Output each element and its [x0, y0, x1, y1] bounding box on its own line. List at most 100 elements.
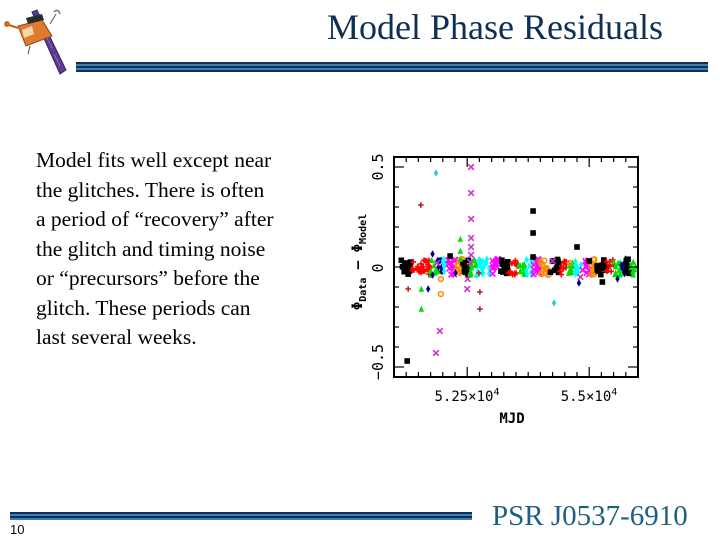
data-point: [446, 265, 453, 272]
data-point: [468, 269, 474, 276]
data-point: [619, 261, 624, 269]
slide-title: Model Phase Residuals: [327, 7, 663, 47]
x-tick-label: 5.25×104: [434, 387, 499, 405]
y-tick-label: −0.5: [369, 344, 387, 380]
data-point: [463, 285, 471, 293]
data-point: [625, 263, 631, 269]
data-point: [414, 265, 421, 272]
data-point: [404, 358, 410, 364]
data-point: [525, 270, 530, 279]
data-point: [477, 306, 483, 312]
data-point: [630, 271, 636, 278]
data-point: [615, 275, 620, 283]
data-point: [594, 263, 600, 269]
data-point: [447, 253, 453, 259]
footer-divider: [10, 512, 472, 520]
data-point: [576, 279, 582, 287]
data-point: [410, 259, 417, 265]
body-line: a period of “recovery” after: [36, 207, 274, 231]
data-point: [472, 262, 479, 269]
data-point: [467, 189, 475, 197]
body-line: or “precursors” before the: [36, 266, 260, 290]
data-point: [558, 263, 565, 269]
data-point: [630, 258, 637, 265]
data-point: [436, 327, 444, 335]
data-point: [558, 271, 565, 278]
y-tick-label: 0: [369, 263, 387, 272]
header-divider: [76, 62, 708, 72]
data-point: [484, 258, 489, 267]
data-point: [466, 258, 474, 266]
data-point: [561, 260, 567, 266]
data-point: [405, 271, 411, 277]
data-point: [480, 257, 485, 266]
data-point: [457, 255, 464, 262]
data-point: [418, 202, 424, 208]
data-point: [566, 261, 573, 268]
data-point: [603, 258, 610, 265]
data-point: [557, 268, 564, 275]
body-line: the glitch and timing noise: [36, 236, 266, 261]
data-point: [628, 261, 634, 268]
data-point: [418, 305, 425, 312]
data-point: [430, 271, 435, 279]
data-point: [577, 273, 584, 281]
data-point: [467, 251, 475, 259]
data-point: [512, 260, 519, 267]
data-point: [440, 258, 446, 267]
data-point: [489, 270, 497, 278]
data-point: [578, 260, 584, 269]
data-point: [453, 269, 458, 277]
data-point: [464, 275, 472, 283]
data-point: [560, 266, 567, 272]
data-point: [602, 261, 608, 268]
residuals-scatter-plot: 0.5 0 −0.5 ΦData — ΦModel 5.25×104 5.5×1…: [350, 153, 639, 427]
page-number: 10: [10, 522, 25, 537]
body-line: the glitches. There is often: [36, 177, 265, 202]
data-point: [433, 169, 439, 177]
data-point: [460, 259, 466, 266]
data-point: [437, 290, 444, 298]
data-point: [404, 262, 411, 269]
data-point: [566, 259, 573, 267]
data-point: [599, 262, 605, 268]
data-point: [441, 267, 447, 276]
data-point: [457, 247, 464, 254]
data-point: [432, 267, 438, 275]
data-point: [612, 263, 619, 270]
data-point: [625, 256, 631, 263]
data-point: [541, 257, 548, 264]
data-point: [436, 263, 441, 271]
data-point: [471, 256, 477, 263]
data-point: [524, 256, 529, 264]
footer-title: PSR J0537-6910: [492, 500, 688, 532]
satellite-icon: [4, 9, 67, 75]
x-tick-label: 5.5×104: [561, 387, 618, 405]
data-point: [573, 267, 578, 276]
data-point: [499, 257, 505, 264]
data-point: [623, 269, 630, 275]
data-point: [402, 268, 409, 274]
data-point: [446, 259, 453, 267]
data-point: [575, 268, 580, 276]
data-point: [554, 256, 561, 263]
data-point: [591, 271, 598, 278]
data-point: [530, 270, 537, 278]
data-point: [608, 268, 614, 275]
data-point: [425, 262, 431, 268]
data-point: [599, 279, 606, 285]
data-point: [574, 244, 580, 250]
data-point: [406, 268, 413, 274]
data-point: [457, 235, 464, 242]
data-point: [418, 285, 425, 292]
axis-ticks: [394, 157, 638, 377]
data-point: [418, 261, 424, 267]
y-axis-label: ΦData — ΦModel: [350, 214, 369, 310]
data-point: [428, 256, 435, 264]
data-point: [632, 263, 639, 270]
data-point: [549, 257, 556, 265]
data-point: [489, 257, 496, 265]
data-points: [398, 163, 639, 364]
data-point: [476, 270, 482, 276]
data-point: [612, 271, 618, 278]
